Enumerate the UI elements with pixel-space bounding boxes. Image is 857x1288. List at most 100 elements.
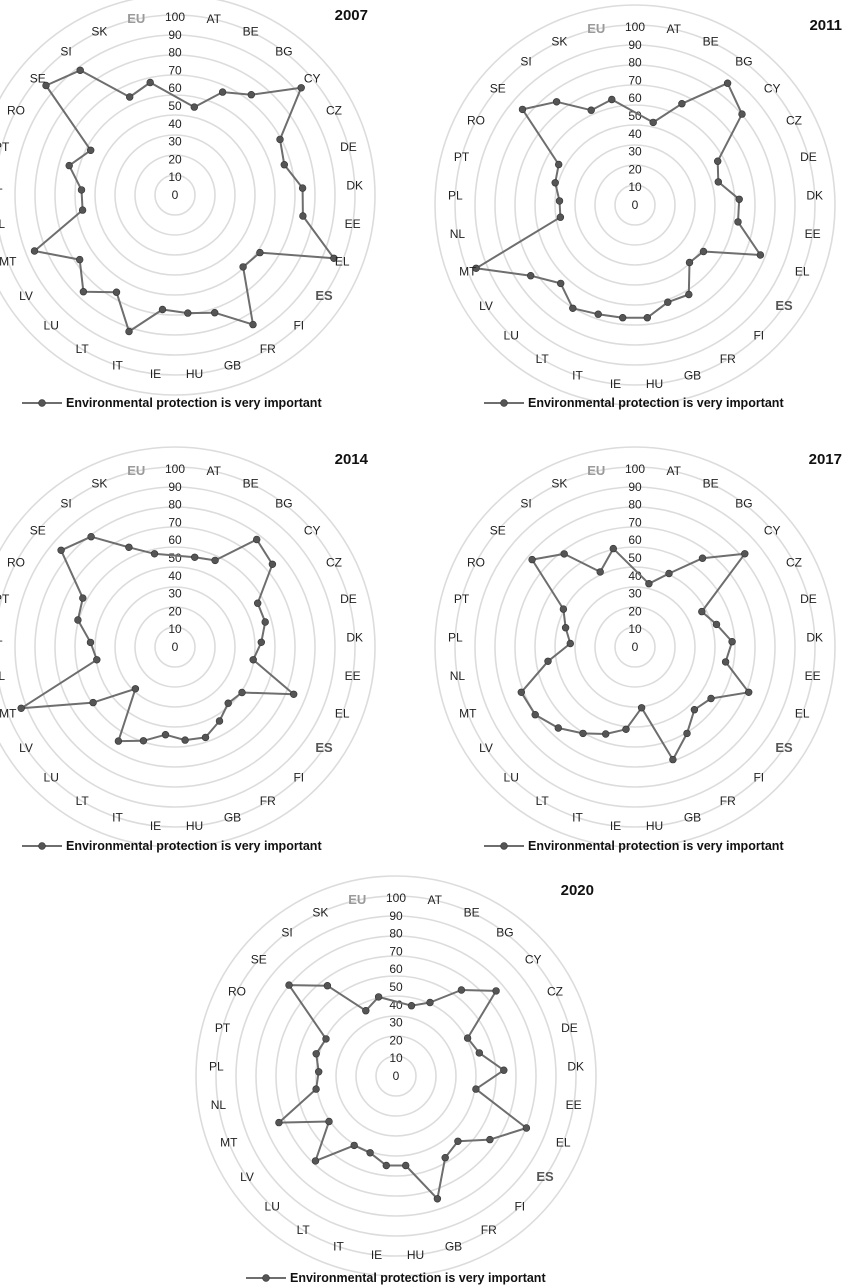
category-label-ie: IE bbox=[610, 377, 621, 391]
category-label-eu: EU bbox=[127, 463, 145, 478]
category-label-lt: LT bbox=[536, 794, 550, 808]
category-label-lu: LU bbox=[265, 1200, 280, 1214]
grid-ring bbox=[474, 486, 796, 808]
data-point-cz bbox=[276, 135, 284, 144]
tick-label: 0 bbox=[393, 1069, 400, 1083]
data-point-bg bbox=[698, 554, 707, 562]
data-point-se bbox=[285, 981, 293, 989]
grid-ring bbox=[554, 124, 716, 286]
data-point-lt bbox=[350, 1141, 358, 1150]
data-point-el bbox=[522, 1124, 531, 1132]
data-point-gb bbox=[669, 755, 677, 764]
category-label-fr: FR bbox=[720, 352, 736, 366]
category-label-si: SI bbox=[60, 497, 71, 511]
category-label-pl: PL bbox=[448, 630, 463, 644]
tick-label: 80 bbox=[628, 56, 642, 70]
data-point-el bbox=[290, 690, 298, 698]
data-point-hu bbox=[637, 704, 646, 712]
legend-marker bbox=[500, 842, 508, 850]
grid-ring bbox=[275, 955, 517, 1197]
category-label-se: SE bbox=[490, 524, 506, 538]
data-point-nl bbox=[312, 1085, 320, 1093]
category-label-dk: DK bbox=[346, 630, 363, 644]
grid-ring bbox=[14, 34, 336, 356]
category-label-lu: LU bbox=[504, 329, 519, 343]
category-label-ee: EE bbox=[566, 1098, 582, 1112]
data-point-at bbox=[190, 103, 199, 111]
data-point-it bbox=[139, 737, 148, 745]
grid-ring bbox=[195, 875, 597, 1277]
data-point-it bbox=[594, 310, 602, 318]
grid-ring bbox=[494, 64, 776, 346]
data-point-si bbox=[87, 532, 95, 541]
category-label-el: EL bbox=[335, 255, 350, 269]
data-point-lu bbox=[131, 685, 140, 693]
tick-label: 40 bbox=[628, 127, 642, 141]
data-point-it bbox=[601, 730, 610, 738]
data-point-dk bbox=[257, 638, 265, 646]
tick-label: 100 bbox=[386, 891, 406, 905]
tick-label: 100 bbox=[625, 462, 645, 476]
category-label-it: IT bbox=[572, 369, 583, 383]
category-label-at: AT bbox=[427, 893, 442, 907]
tick-label: 60 bbox=[168, 81, 182, 95]
tick-label: 70 bbox=[168, 515, 182, 529]
data-point-lv bbox=[325, 1117, 333, 1126]
data-point-cz bbox=[463, 1034, 472, 1042]
category-label-hu: HU bbox=[407, 1248, 424, 1262]
data-point-lv bbox=[89, 698, 97, 707]
data-point-si bbox=[560, 550, 568, 558]
data-point-pt bbox=[65, 161, 73, 170]
tick-label: 90 bbox=[628, 480, 642, 494]
category-label-dk: DK bbox=[806, 188, 823, 202]
category-label-gb: GB bbox=[224, 811, 241, 825]
category-label-ro: RO bbox=[228, 985, 246, 999]
data-point-lu bbox=[79, 288, 88, 296]
category-label-bg: BG bbox=[735, 55, 752, 69]
data-point-eu bbox=[608, 95, 616, 104]
data-point-es bbox=[238, 688, 246, 697]
data-point-se bbox=[528, 555, 536, 564]
category-label-bg: BG bbox=[275, 45, 292, 59]
category-label-bg: BG bbox=[496, 926, 513, 940]
category-label-it: IT bbox=[333, 1240, 344, 1254]
category-label-nl: NL bbox=[450, 227, 466, 241]
legend: Environmental protection is very importa… bbox=[246, 1271, 546, 1285]
grid-ring bbox=[0, 466, 356, 828]
data-point-pl bbox=[86, 638, 95, 647]
category-label-hu: HU bbox=[186, 367, 203, 381]
data-point-lt bbox=[579, 729, 587, 738]
category-label-de: DE bbox=[340, 592, 357, 606]
tick-label: 10 bbox=[628, 622, 642, 636]
category-label-ro: RO bbox=[7, 104, 25, 118]
data-point-eu bbox=[609, 544, 617, 553]
chart-title: 2007 bbox=[335, 7, 368, 24]
legend-marker bbox=[500, 399, 508, 407]
tick-label: 90 bbox=[168, 480, 182, 494]
data-point-de bbox=[280, 161, 288, 169]
data-point-at bbox=[407, 1001, 416, 1010]
tick-label: 90 bbox=[628, 38, 642, 52]
data-point-at bbox=[645, 579, 653, 588]
data-point-fi bbox=[685, 258, 694, 267]
category-label-eu: EU bbox=[348, 892, 366, 907]
series-line bbox=[33, 69, 335, 333]
data-point-de bbox=[714, 178, 722, 186]
data-point-de bbox=[712, 620, 721, 629]
category-label-lv: LV bbox=[19, 741, 33, 755]
data-point-pt bbox=[561, 623, 570, 632]
category-label-fr: FR bbox=[481, 1223, 497, 1237]
data-point-ie bbox=[161, 730, 170, 739]
grid-ring bbox=[335, 1015, 457, 1137]
tick-label: 90 bbox=[168, 28, 182, 42]
category-label-mt: MT bbox=[0, 707, 17, 721]
chart-title: 2011 bbox=[809, 17, 842, 34]
data-point-ie bbox=[382, 1161, 390, 1170]
data-point-mt bbox=[17, 704, 25, 712]
category-label-eu: EU bbox=[587, 21, 605, 36]
grid-ring bbox=[434, 4, 836, 406]
legend-label: Environmental protection is very importa… bbox=[528, 396, 784, 410]
category-label-cy: CY bbox=[764, 524, 781, 538]
grid-ring bbox=[114, 134, 236, 256]
grid-ring bbox=[94, 566, 256, 728]
